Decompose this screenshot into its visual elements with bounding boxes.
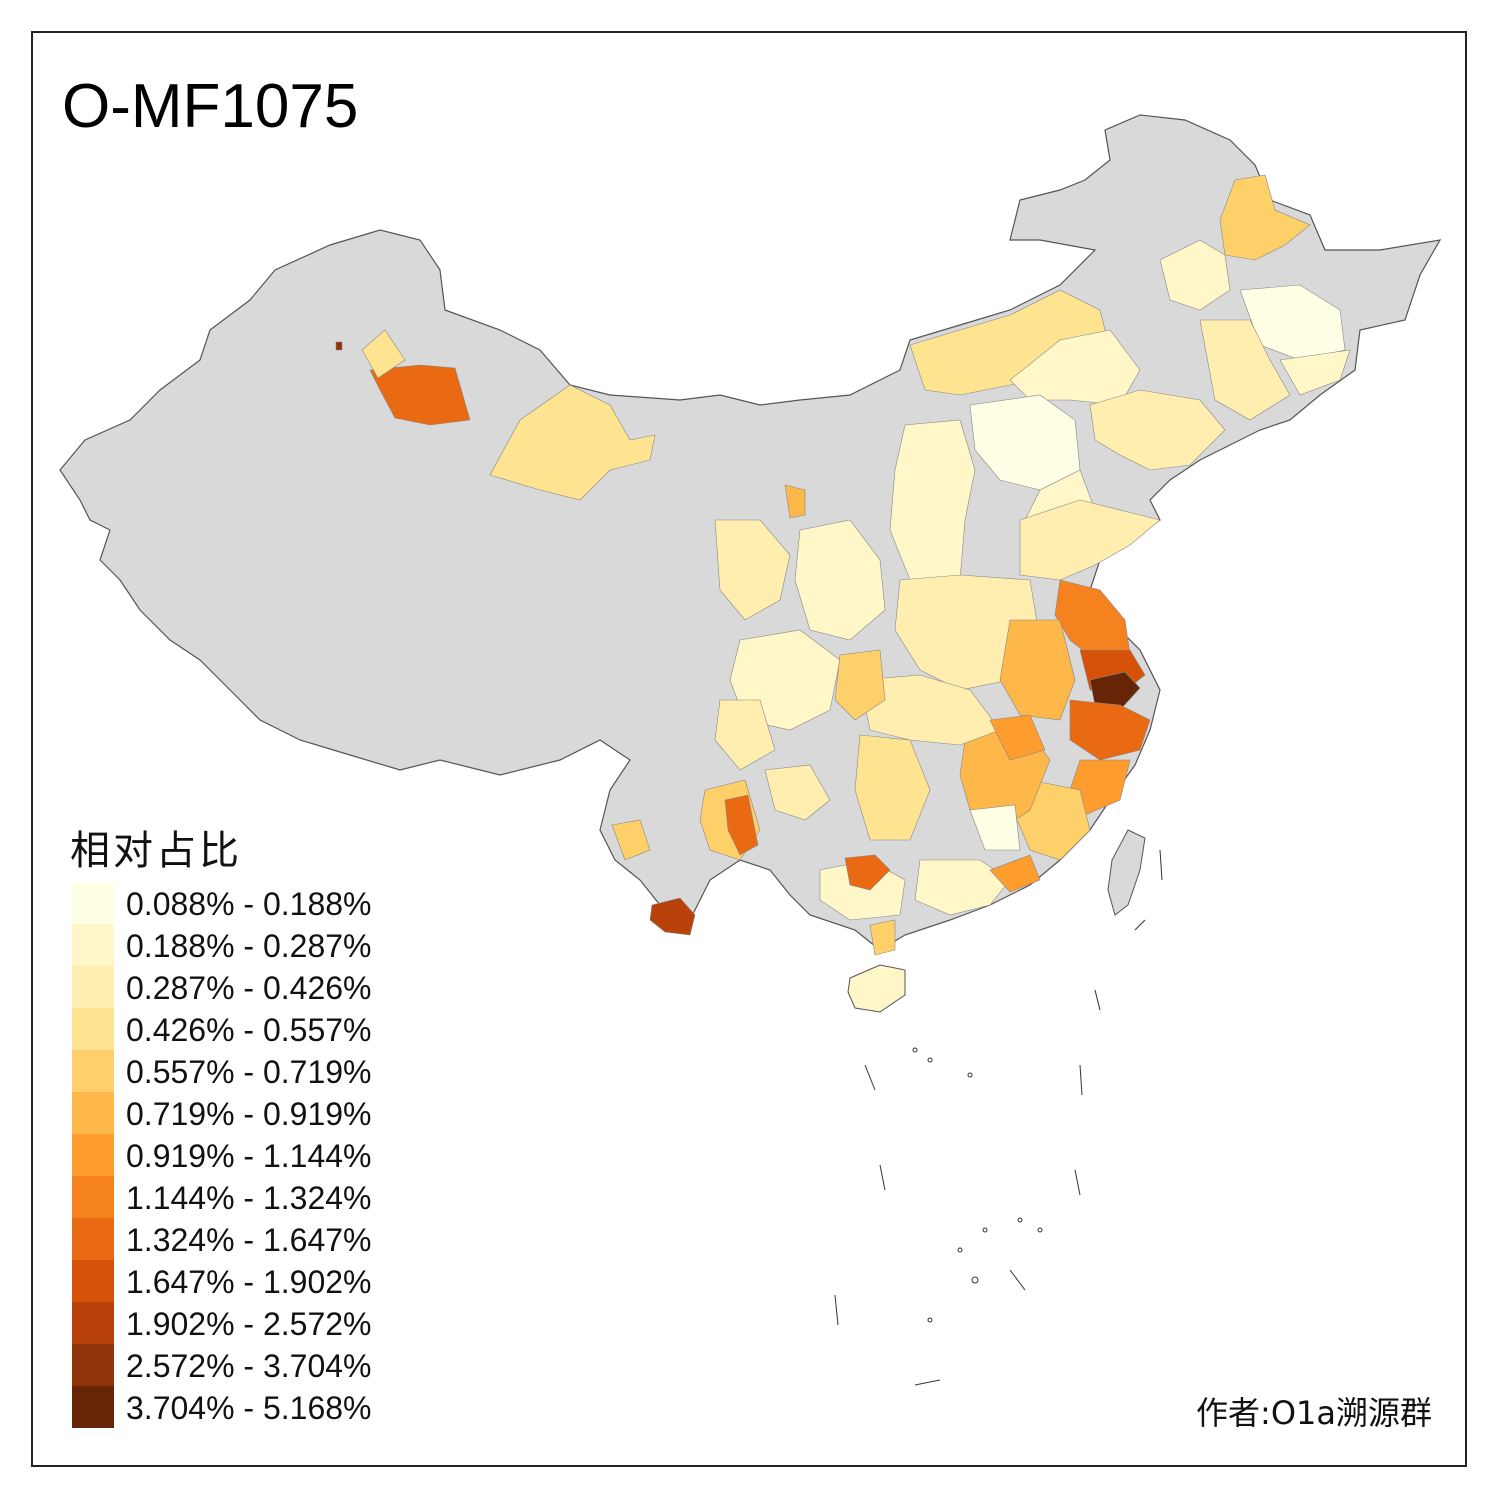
taiwan-island <box>1107 829 1146 916</box>
region-xinjiang-2 <box>369 364 471 426</box>
region-northeast-4 <box>1199 319 1291 421</box>
region-shanxi <box>889 419 976 581</box>
author-credit: 作者:O1a溯源群 <box>1196 1394 1432 1432</box>
region-guangxi-2 <box>844 854 891 891</box>
region-liaoning <box>1089 389 1226 471</box>
legend-swatch <box>72 1386 114 1428</box>
legend-label: 0.719% - 0.919% <box>126 1096 372 1132</box>
hainan-island <box>847 964 906 1013</box>
region-suzhou-shanghai <box>1089 671 1141 711</box>
legend-label: 3.704% - 5.168% <box>126 1390 372 1426</box>
legend-swatch <box>72 1008 114 1050</box>
region-jiangxi-2 <box>969 804 1021 851</box>
legend-swatch <box>72 882 114 924</box>
region-guangdong-1 <box>914 859 1011 916</box>
legend-title: 相对占比 <box>70 828 242 874</box>
region-xinjiang-1 <box>489 384 656 501</box>
region-northeast-1 <box>1219 174 1311 261</box>
region-zhejiang-2 <box>1069 759 1131 816</box>
region-xinjiang-4 <box>335 341 343 351</box>
legend-swatch <box>72 1050 114 1092</box>
region-yunnan-3 <box>611 819 651 861</box>
south-china-sea-islands <box>834 849 1163 1386</box>
region-xishuangbanna <box>649 897 696 936</box>
region-zhejiang-1 <box>1069 699 1151 761</box>
region-guizhou <box>764 764 831 821</box>
legend-swatch <box>72 1218 114 1260</box>
legend-label: 0.088% - 0.188% <box>126 886 372 922</box>
legend-swatch <box>72 1134 114 1176</box>
region-leizhou <box>869 919 896 956</box>
region-sichuan-2 <box>834 649 886 721</box>
legend-label: 0.919% - 1.144% <box>126 1138 372 1174</box>
legend-label: 1.647% - 1.902% <box>126 1264 372 1300</box>
region-gansu <box>714 519 791 621</box>
legend-label: 0.426% - 0.557% <box>126 1012 372 1048</box>
legend-swatch <box>72 1260 114 1302</box>
choropleth-regions <box>335 174 1351 956</box>
legend-label: 1.902% - 2.572% <box>126 1306 372 1342</box>
region-hunan <box>854 734 931 841</box>
map-title: O-MF1075 <box>62 72 359 141</box>
legend-swatch <box>72 1302 114 1344</box>
legend-swatch <box>72 966 114 1008</box>
legend-swatch <box>72 924 114 966</box>
region-northeast-2 <box>1159 239 1231 311</box>
region-guangdong-2 <box>989 854 1041 893</box>
legend-swatch <box>72 1176 114 1218</box>
legend-label: 0.557% - 0.719% <box>126 1054 372 1090</box>
legend-swatch <box>72 1092 114 1134</box>
region-yunnan-2 <box>724 794 759 856</box>
legend-swatch <box>72 1344 114 1386</box>
legend-label: 0.287% - 0.426% <box>126 970 372 1006</box>
legend-label: 0.188% - 0.287% <box>126 928 372 964</box>
region-hubei-2 <box>989 714 1046 761</box>
region-anhui <box>999 619 1076 721</box>
region-hubei <box>859 674 1001 746</box>
region-sichuan-3 <box>714 699 776 771</box>
map-frame <box>31 31 1467 1467</box>
region-shandong <box>1019 499 1161 581</box>
region-northeast-5 <box>1279 349 1351 396</box>
region-ningxia <box>784 484 806 519</box>
region-shaanxi <box>794 519 886 641</box>
legend-label: 1.144% - 1.324% <box>126 1180 372 1216</box>
legend-label: 1.324% - 1.647% <box>126 1222 372 1258</box>
legend-label: 2.572% - 3.704% <box>126 1348 372 1384</box>
region-xinjiang-3 <box>361 329 406 379</box>
